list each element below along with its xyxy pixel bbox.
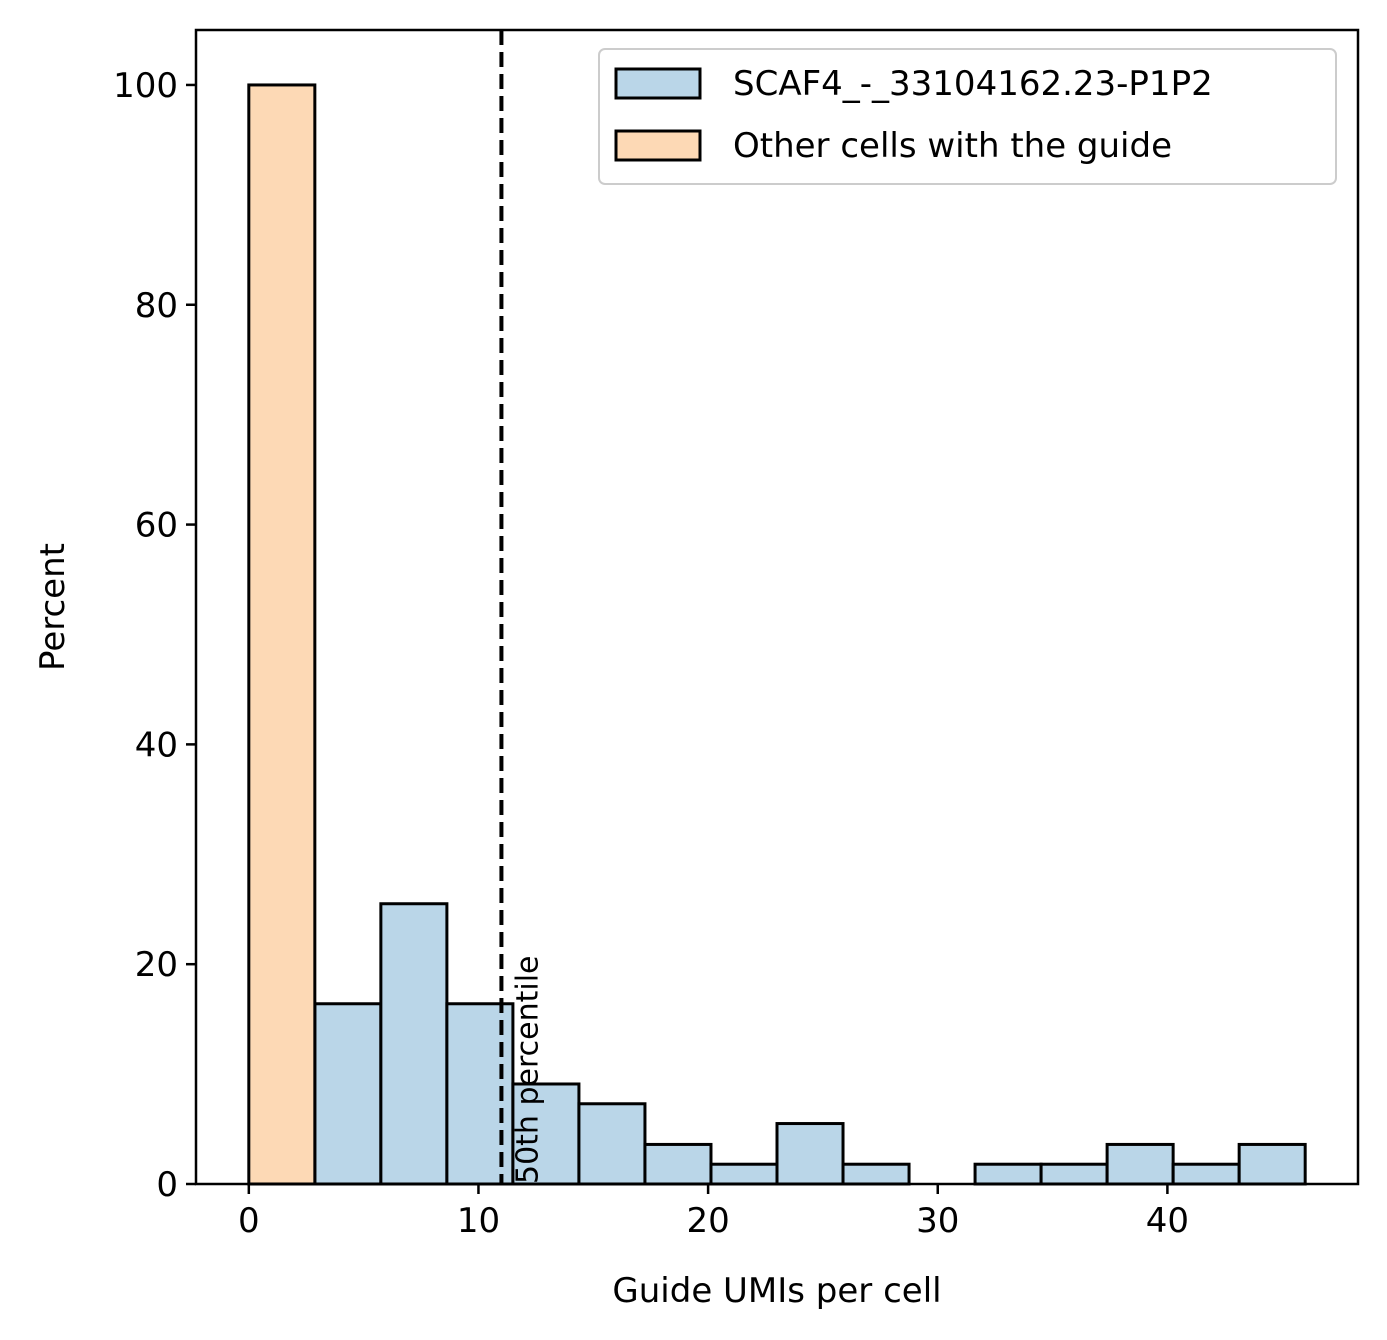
- histogram-bar: [709, 1162, 779, 1186]
- y-tick-label: 80: [135, 286, 178, 326]
- x-tick-label: 0: [238, 1201, 260, 1241]
- x-tick-label: 40: [1146, 1201, 1189, 1241]
- histogram-bar: [1039, 1162, 1109, 1186]
- legend: SCAF4_-_33104162.23-P1P2 Other cells with…: [598, 48, 1337, 185]
- legend-label: Other cells with the guide: [733, 126, 1172, 166]
- histogram-bar: [247, 83, 317, 1186]
- plot-frame: [194, 28, 1360, 1186]
- histogram-bar: [643, 1142, 713, 1186]
- percentile-label: 50th percentile: [510, 955, 545, 1184]
- histogram-bar: [1105, 1142, 1175, 1186]
- y-tick-label: 60: [135, 506, 178, 546]
- histogram-bar: [775, 1122, 845, 1186]
- y-tick-label: 100: [113, 66, 178, 106]
- x-tick-label: 10: [457, 1201, 500, 1241]
- legend-box: [598, 48, 1337, 185]
- y-tick-label: 40: [135, 725, 178, 765]
- percentile-layer: 50th percentile: [499, 30, 545, 1184]
- histogram-bar: [1237, 1142, 1307, 1186]
- histogram-bar: [313, 1002, 383, 1186]
- histogram-bar: [1171, 1162, 1241, 1186]
- x-tick-label: 30: [916, 1201, 959, 1241]
- legend-label: SCAF4_-_33104162.23-P1P2: [733, 64, 1213, 104]
- x-tick-label: 20: [686, 1201, 729, 1241]
- legend-swatch: [614, 67, 702, 100]
- x-axis-title: Guide UMIs per cell: [612, 1271, 941, 1311]
- y-axis-title: Percent: [33, 543, 73, 671]
- y-tick-label: 20: [135, 945, 178, 985]
- legend-swatch: [614, 129, 702, 162]
- histogram-bar: [577, 1102, 647, 1186]
- histogram-bar: [379, 902, 449, 1186]
- axes-layer: 0 10 20 30 40 0 20 40 60 80 100 Guide UMIs per cell…: [33, 28, 1360, 1311]
- histogram-bar: [973, 1162, 1043, 1186]
- y-tick-label: 0: [156, 1165, 178, 1205]
- histogram-bar: [841, 1162, 911, 1186]
